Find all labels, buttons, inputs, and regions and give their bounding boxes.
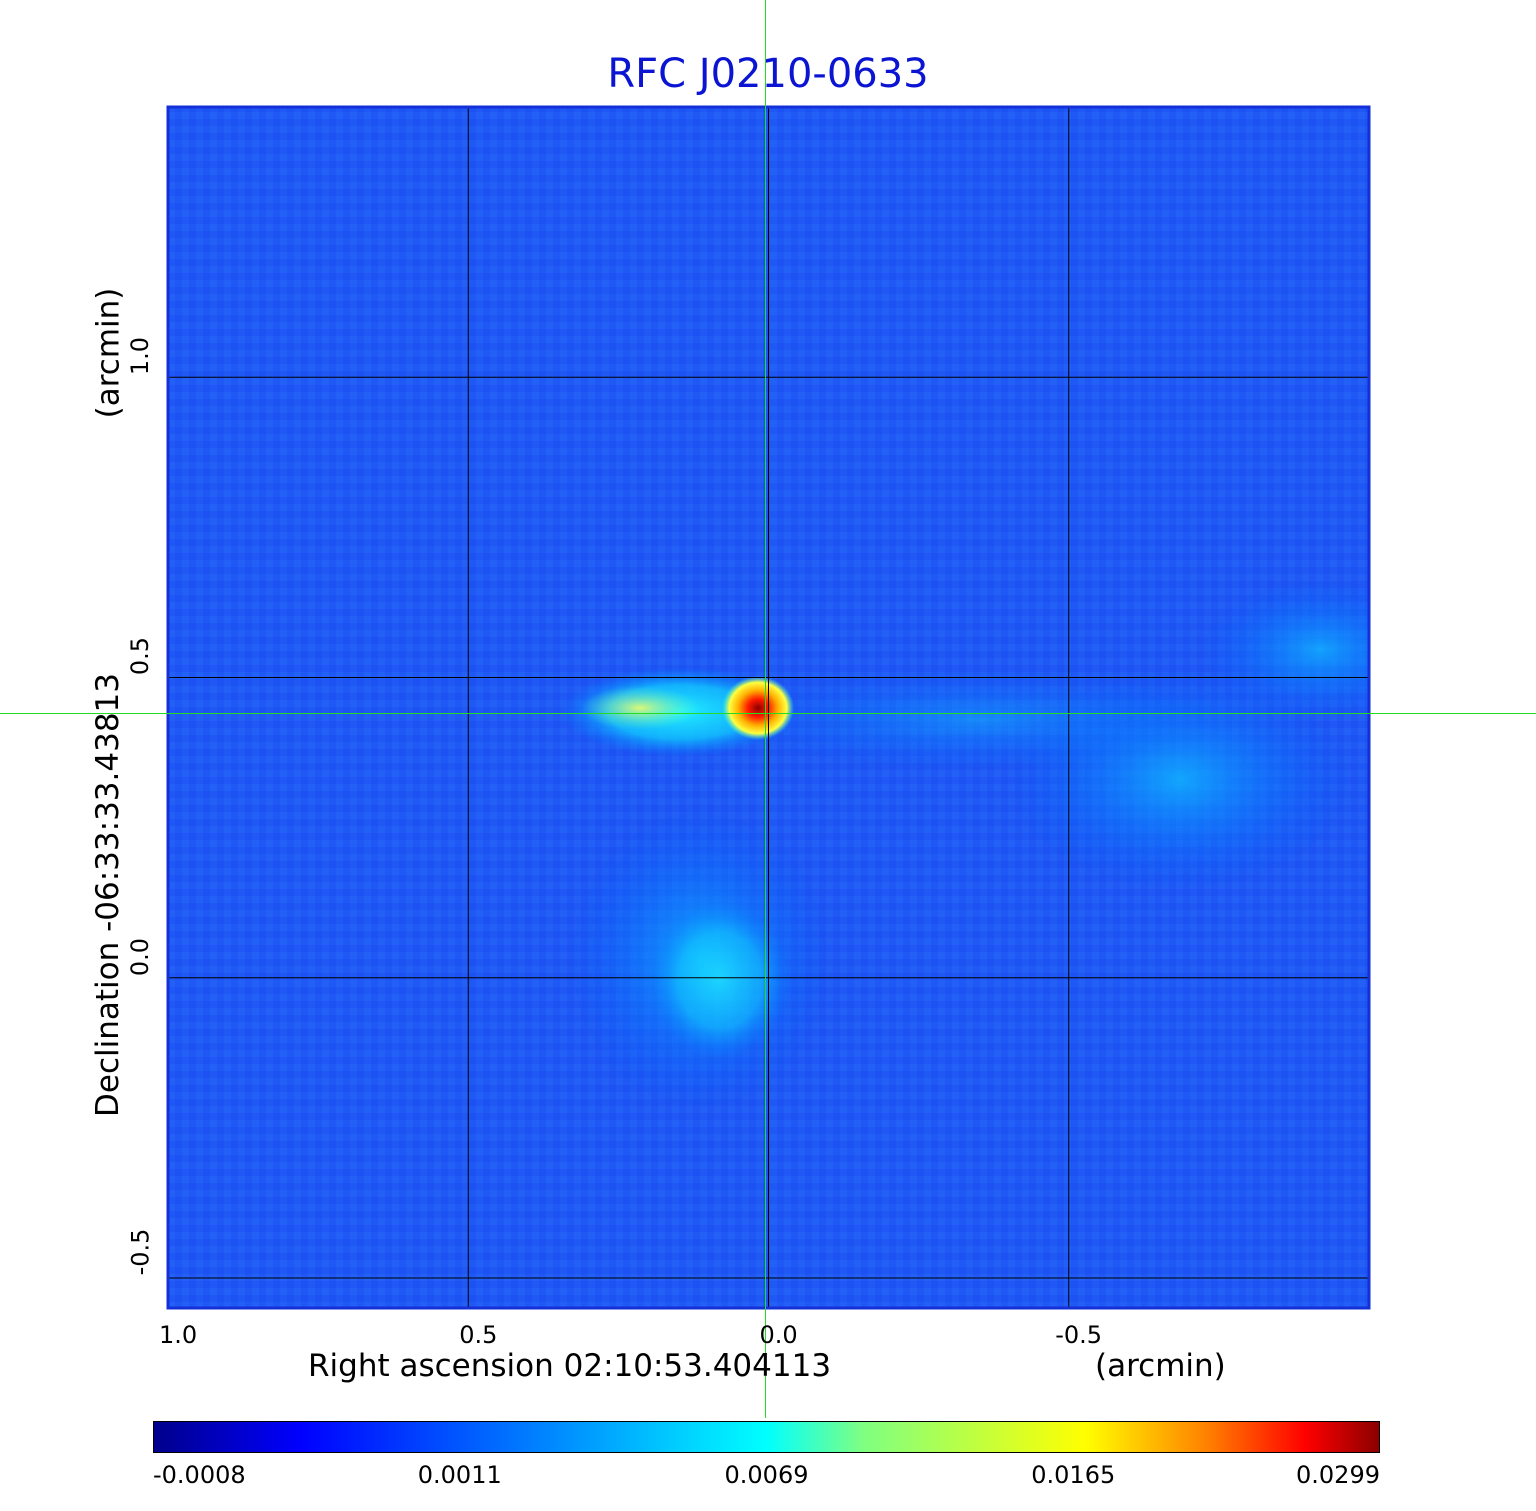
heatmap-image [168, 107, 1369, 1308]
y-tick-label: 0.0 [126, 937, 155, 976]
y-axis-label: Declination -06:33:33.43813 [89, 673, 126, 1117]
x-tick-label: 0.0 [759, 1321, 798, 1349]
colorbar-tick-label: 0.0069 [724, 1461, 809, 1489]
colorbar-tick-label: 0.0165 [1031, 1461, 1116, 1489]
y-tick-label: -0.5 [125, 1229, 154, 1276]
y-tick-label: 0.5 [126, 637, 155, 676]
x-tick-label: 1.0 [159, 1321, 198, 1349]
y-tick-label: 1.0 [126, 337, 155, 376]
colorbar-tick-label: -0.0008 [153, 1461, 246, 1489]
chart-title: RFC J0210-0633 [607, 51, 929, 97]
peak-emission [722, 676, 794, 740]
plot-frame [166, 105, 1371, 1310]
x-tick-label: 0.5 [459, 1321, 498, 1349]
y-axis-unit: (arcmin) [89, 287, 126, 419]
x-axis-label: Right ascension 02:10:53.404113 [308, 1348, 832, 1384]
colorbar-tick-label: 0.0011 [417, 1461, 502, 1489]
x-axis-unit: (arcmin) [1095, 1348, 1226, 1384]
colorbar [153, 1421, 1380, 1453]
colorbar-tick-label: 0.0299 [1296, 1461, 1380, 1489]
x-tick-label: -0.5 [1055, 1321, 1103, 1349]
